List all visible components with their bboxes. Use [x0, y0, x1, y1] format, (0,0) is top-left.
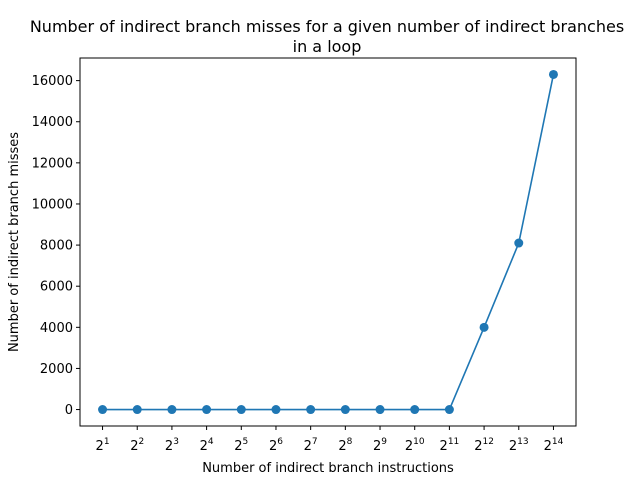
axes-frame: [79, 57, 577, 427]
data-point: [479, 322, 489, 332]
series-line: [102, 74, 555, 411]
data-point: [167, 405, 177, 415]
y-tick-label: 4000: [40, 321, 73, 336]
x-tick-label: 211: [440, 437, 460, 454]
x-tick-label: 23: [165, 437, 179, 454]
data-point: [271, 405, 281, 415]
y-axis-label: Number of indirect branch misses: [7, 132, 22, 352]
y-tick-label: 2000: [40, 362, 73, 377]
x-tick-label: 214: [544, 437, 564, 454]
x-tick-label: 29: [373, 437, 387, 454]
y-tick-label: 6000: [40, 280, 73, 295]
chart-title-line1: Number of indirect branch misses for a g…: [30, 17, 624, 36]
y-tick-label: 16000: [32, 74, 73, 89]
y-tick-label: 14000: [32, 115, 73, 130]
data-point: [202, 405, 212, 415]
x-tick-label: 24: [200, 437, 214, 454]
x-axis-label: Number of indirect branch instructions: [202, 461, 454, 476]
x-tick-label: 25: [234, 437, 248, 454]
x-tick-label: 28: [338, 437, 352, 454]
x-tick-label: 26: [269, 437, 283, 454]
y-tick-label: 10000: [32, 197, 73, 212]
x-tick-label: 21: [96, 437, 110, 454]
data-point: [514, 238, 524, 248]
x-tick-label: 22: [130, 437, 144, 454]
data-point: [548, 69, 558, 79]
y-tick-label: 0: [65, 403, 73, 418]
chart-title-line2: in a loop: [293, 37, 362, 56]
data-point: [132, 405, 142, 415]
x-tick-label: 213: [509, 437, 529, 454]
x-tick-label: 27: [304, 437, 318, 454]
y-tick-label: 12000: [32, 156, 73, 171]
x-tick-label: 212: [474, 437, 494, 454]
data-point: [375, 405, 385, 415]
y-tick-label: 8000: [40, 239, 73, 254]
x-tick-label: 210: [405, 437, 425, 454]
data-point: [410, 405, 420, 415]
data-point: [98, 405, 108, 415]
data-point: [444, 405, 454, 415]
data-point: [306, 405, 316, 415]
data-point: [340, 405, 350, 415]
data-point: [236, 405, 246, 415]
